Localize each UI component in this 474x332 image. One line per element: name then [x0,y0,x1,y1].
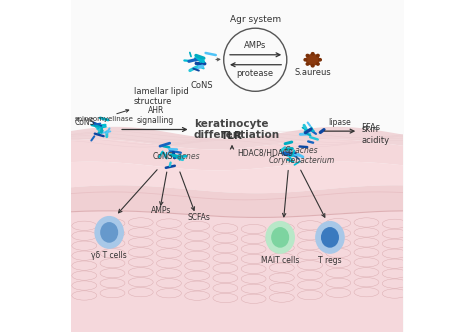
Text: AHR
signalling: AHR signalling [137,106,174,125]
Ellipse shape [317,63,319,65]
Ellipse shape [311,65,314,67]
Text: lamellar lipid
structure: lamellar lipid structure [134,87,189,106]
Text: HDAC8/HDAC9: HDAC8/HDAC9 [237,148,293,157]
Polygon shape [71,127,403,149]
Ellipse shape [316,222,344,253]
Text: protease: protease [237,69,274,78]
Ellipse shape [322,228,338,247]
Ellipse shape [306,54,309,57]
Text: AMPs: AMPs [244,42,266,50]
Ellipse shape [272,228,289,247]
Ellipse shape [306,54,319,65]
Polygon shape [71,162,403,193]
Text: AMPs: AMPs [150,206,171,215]
Text: C. acnes
Corynebacterium: C. acnes Corynebacterium [269,146,335,165]
Text: CoNS: CoNS [191,81,213,90]
Text: S.aureus: S.aureus [294,68,331,77]
Ellipse shape [319,59,321,61]
Text: skin
acidity: skin acidity [362,125,390,145]
Text: T regs: T regs [318,256,342,265]
Polygon shape [71,211,403,332]
Text: keratinocyte
differentiation: keratinocyte differentiation [194,119,280,140]
Text: TLR: TLR [221,131,243,141]
Text: spingomyelinase: spingomyelinase [74,116,133,122]
Ellipse shape [317,54,319,57]
Text: SCFAs: SCFAs [187,213,210,222]
Text: Agr system: Agr system [230,15,281,24]
Text: γδ T cells: γδ T cells [91,251,127,260]
Text: MAIT cells: MAIT cells [261,256,300,265]
Text: CoNS: CoNS [74,118,95,127]
Ellipse shape [304,59,307,61]
Polygon shape [71,139,403,170]
Ellipse shape [311,53,314,55]
Ellipse shape [95,217,123,248]
Polygon shape [71,185,403,217]
Text: FFAs: FFAs [362,123,381,132]
Ellipse shape [266,222,294,253]
Ellipse shape [101,223,118,242]
Text: lipase: lipase [328,118,351,127]
Text: C. acnes: C. acnes [167,151,200,161]
Ellipse shape [306,63,309,65]
Text: CoNS: CoNS [152,151,173,161]
